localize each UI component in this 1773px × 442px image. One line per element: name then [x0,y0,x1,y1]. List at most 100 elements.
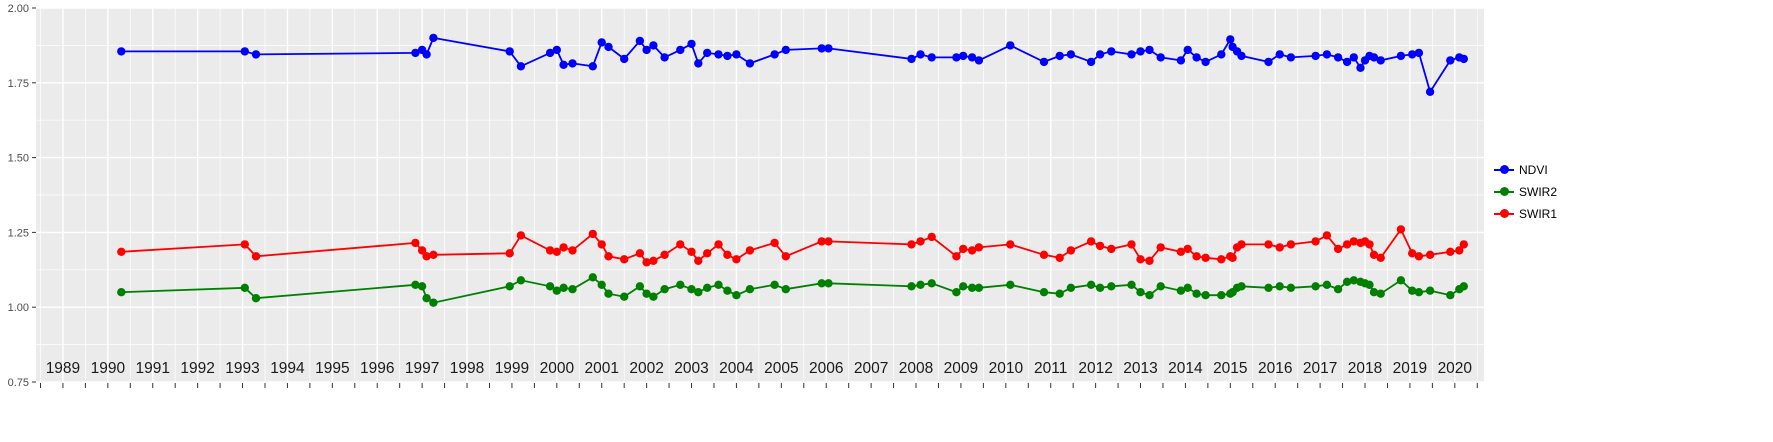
data-point [1446,247,1455,256]
data-point [411,48,420,58]
data-point [1237,282,1246,291]
data-point [1192,53,1201,62]
data-point [516,231,526,240]
legend-marker-ndvi [1494,164,1514,176]
data-point [588,273,597,282]
data-point [552,286,561,295]
data-point [1349,237,1359,246]
data-point [1039,57,1049,67]
data-point [676,280,685,289]
data-point [824,279,833,288]
x-tick-label: 2010 [989,360,1024,377]
data-point [703,249,712,258]
legend-marker-dot [1499,165,1509,174]
data-point [781,285,790,294]
data-point [117,247,126,256]
data-point [1086,237,1096,246]
data-point [1446,56,1455,65]
x-tick-label: 2001 [584,360,618,377]
data-point [916,237,925,246]
data-point [1145,256,1154,265]
data-point [687,285,696,294]
data-point [714,240,723,249]
data-point [1201,253,1210,262]
data-point [1408,286,1417,295]
x-tick-label: 1995 [315,360,349,377]
data-point [1055,253,1064,262]
data-point [1425,286,1435,295]
data-point [1425,250,1435,259]
y-axis: 0.75 1.00 1.25 1.50 1.75 2.00 [8,3,36,389]
data-point [694,256,703,265]
data-point [817,279,826,288]
data-point [649,41,658,50]
data-point [1311,282,1320,291]
data-point [240,47,249,56]
data-point [552,45,561,55]
data-point [1414,252,1424,261]
data-point [1039,250,1049,259]
data-point [660,53,669,62]
data-point [1396,225,1406,234]
legend: NDVI SWIR2 SWIR1 [1494,159,1557,224]
data-point [714,280,723,289]
data-point [959,51,968,61]
x-tick-label: 2017 [1303,360,1337,377]
data-point [620,292,629,301]
data-point [1322,280,1332,289]
x-tick-label: 1992 [180,360,214,377]
data-point [927,232,936,242]
data-point [1286,53,1296,62]
data-point [1342,57,1352,67]
data-point [1396,276,1406,285]
data-point [1455,246,1464,255]
data-point [1333,244,1343,254]
data-point [117,288,126,297]
data-point [745,246,755,255]
data-point [1192,252,1201,261]
legend-label-ndvi: NDVI [1519,162,1548,177]
data-point [1228,253,1237,262]
data-point [240,240,249,249]
data-point [1006,280,1015,289]
x-tick-label: 2004 [719,360,754,377]
data-point [660,285,669,294]
data-point [959,244,968,254]
data-point [429,298,438,307]
data-point [1145,45,1154,55]
data-point [967,246,977,255]
data-point [1156,282,1165,291]
data-point [1183,45,1192,55]
x-tick-label: 2014 [1168,360,1203,377]
data-point [959,282,968,291]
data-point [642,258,651,267]
data-point [1095,241,1105,251]
y-tick-label: 0.75 [8,377,29,389]
legend-entry-ndvi[interactable]: NDVI [1494,159,1557,180]
data-point [1039,288,1049,297]
legend-entry-swir2[interactable]: SWIR2 [1494,181,1557,202]
x-tick-label: 2018 [1348,360,1382,377]
data-point [916,50,925,59]
data-point [1414,288,1424,297]
data-point [1376,289,1385,298]
data-point [417,282,427,291]
data-point [1107,282,1116,291]
legend-marker-dot [1499,187,1509,196]
x-axis-labels: 1989 1990 1991 1992 1993 1994 1995 1996 1997 1998… [46,360,1473,377]
legend-entry-swir1[interactable]: SWIR1 [1494,203,1557,224]
data-point [1006,41,1015,50]
x-axis-ticks [39,383,1478,388]
series-swir2 [117,273,1469,307]
data-point [1408,50,1417,59]
data-point [642,45,651,55]
data-point [1264,57,1273,67]
legend-marker-swir2 [1494,186,1514,198]
data-point [505,282,514,291]
data-point [240,283,249,292]
data-point [552,247,561,256]
data-point [516,276,526,285]
data-point [714,50,723,59]
data-point [1107,47,1116,56]
